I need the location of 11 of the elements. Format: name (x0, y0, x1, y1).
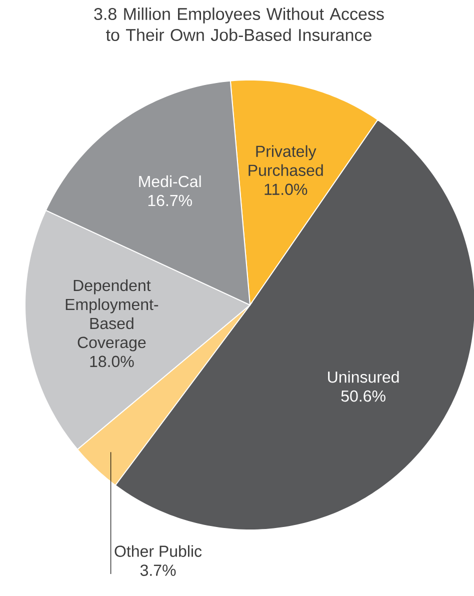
slice-label: Privately Purchased (248, 145, 323, 176)
data-label: 18.0% (90, 356, 134, 368)
data-label: 3.7% (140, 564, 176, 576)
slice-label: Dependent Employment-Based Coverage (66, 279, 158, 352)
slice-label: Other Public (114, 545, 202, 557)
slice-label: Medi-Cal (139, 175, 201, 188)
data-label: 11.0% (264, 184, 308, 195)
chart-title: 3.8 Million Employees Without Access to Their Own Job-Based Insurance (94, 8, 384, 42)
data-label: 50.6% (341, 390, 386, 402)
slice-label: Uninsured (328, 370, 399, 383)
data-label: 16.7% (148, 194, 192, 206)
